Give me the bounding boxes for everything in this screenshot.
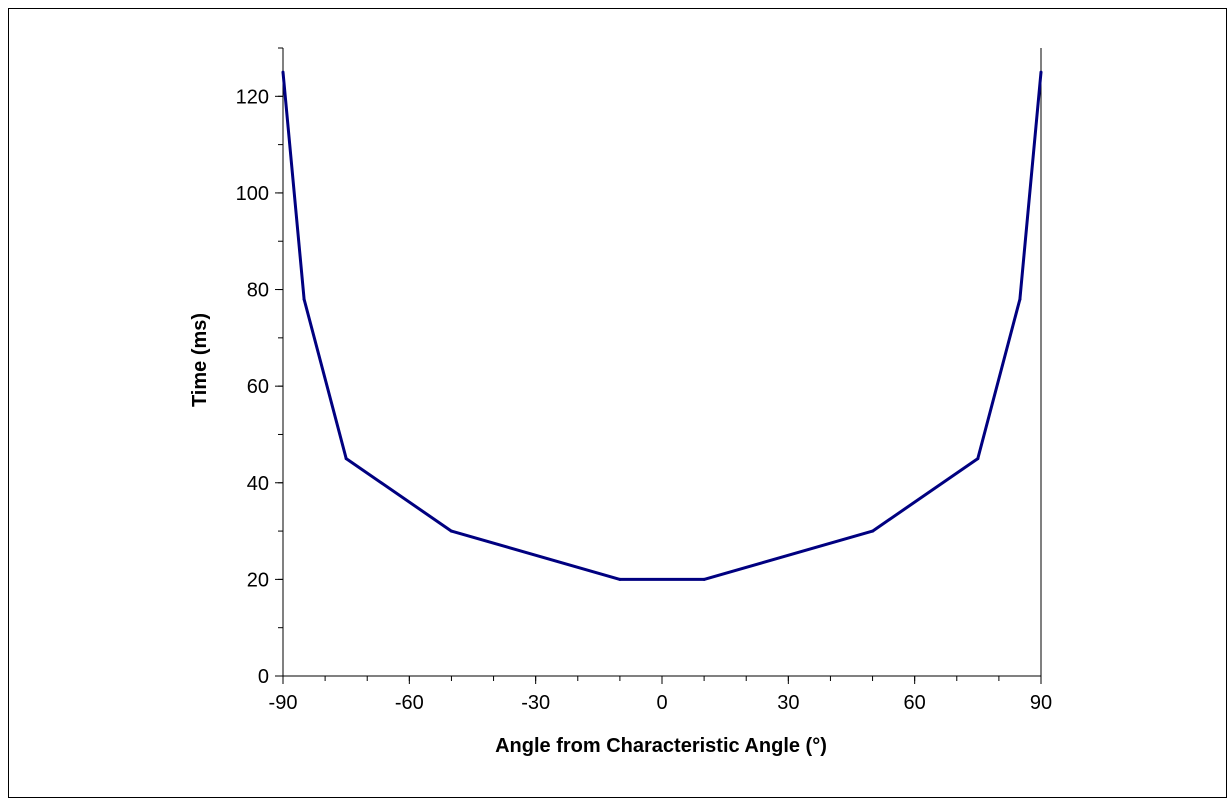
x-tick-label: 0: [656, 692, 667, 714]
data-point: [871, 529, 875, 533]
data-point: [302, 297, 306, 301]
series-layer: [281, 70, 1043, 581]
data-point: [618, 577, 622, 581]
y-tick-label: 60: [247, 376, 269, 398]
x-tick-label: 30: [777, 692, 799, 714]
y-tick-label: 120: [236, 86, 269, 108]
x-tick-label: 90: [1030, 692, 1052, 714]
data-point: [702, 577, 706, 581]
y-tick-label: 40: [247, 473, 269, 495]
y-ticks: 0 20 40 60 80 100 120: [236, 47, 283, 688]
y-axis-title: Time (ms): [189, 313, 211, 407]
data-point: [976, 457, 980, 461]
x-tick-label: 60: [904, 692, 926, 714]
data-point: [1039, 70, 1043, 74]
data-point: [281, 70, 285, 74]
x-axis-title: Angle from Characteristic Angle (°): [495, 735, 827, 757]
y-tick-label: 80: [247, 280, 269, 302]
axes: [282, 48, 1042, 677]
x-ticks: -90 -60 -30 0 30 60 90: [269, 676, 1052, 714]
y-tick-label: 0: [258, 666, 269, 688]
x-tick-label: -90: [269, 692, 298, 714]
data-point: [1018, 297, 1022, 301]
y-tick-label: 20: [247, 569, 269, 591]
chart-frame: [8, 8, 1227, 798]
y-tick-label: 100: [236, 183, 269, 205]
data-point: [449, 529, 453, 533]
data-point: [344, 457, 348, 461]
x-tick-label: -60: [395, 692, 424, 714]
series-line: [281, 72, 1043, 581]
x-tick-label: -30: [521, 692, 550, 714]
